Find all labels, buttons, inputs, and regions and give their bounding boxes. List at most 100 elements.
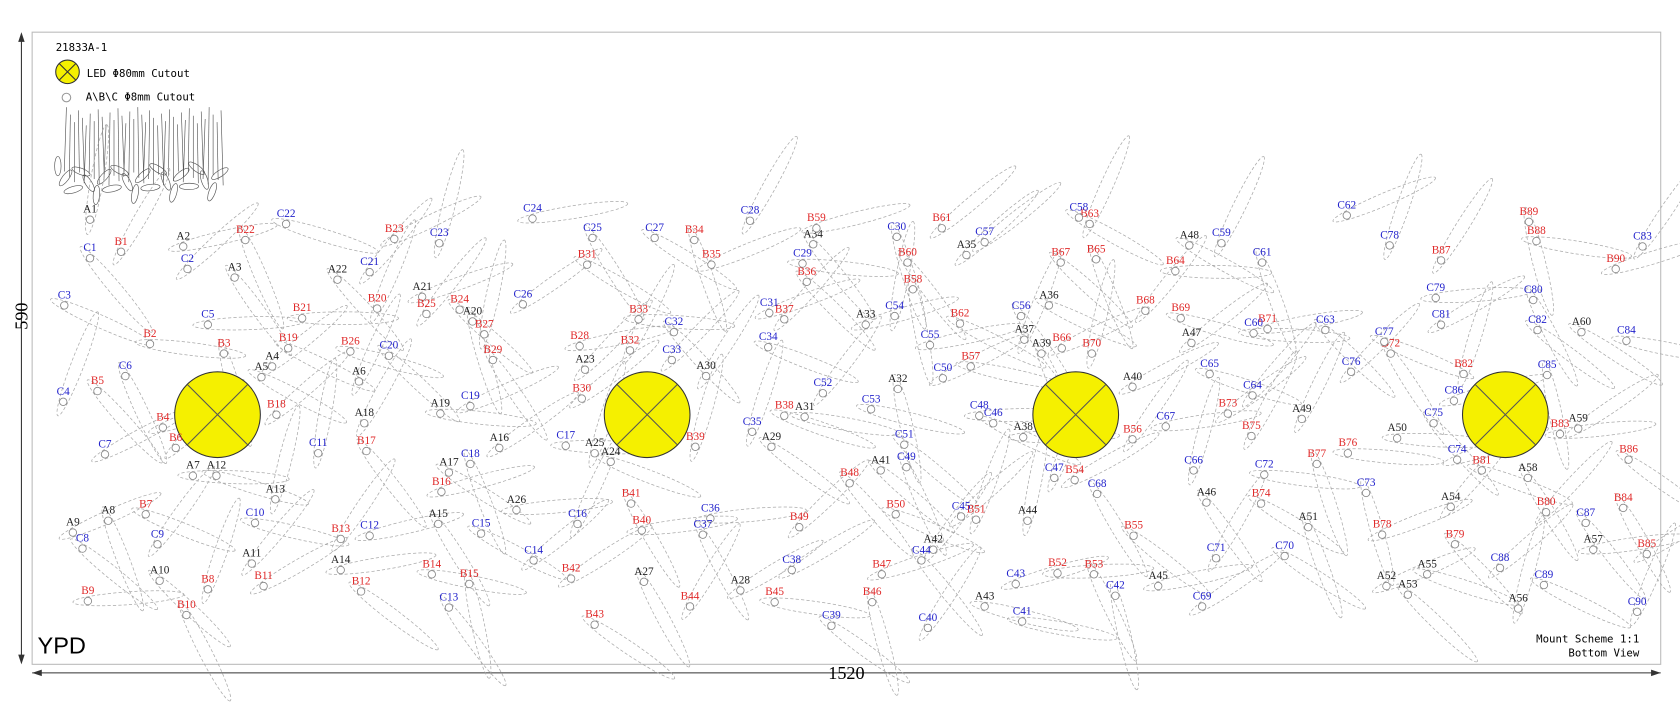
sketch-leaf [207, 182, 217, 202]
cutout-outline [1249, 469, 1361, 490]
hole [701, 371, 711, 381]
hole-label: A55 [1417, 558, 1437, 570]
hole-label: A19 [431, 398, 451, 410]
hole [1343, 449, 1353, 458]
hole [980, 238, 989, 247]
sketch-leaf [92, 185, 101, 205]
hole [767, 442, 776, 452]
hole [1555, 429, 1565, 439]
hole [365, 531, 374, 540]
cutout-outline [1633, 166, 1680, 260]
hole [336, 534, 345, 544]
hole-label: C81 [1432, 309, 1451, 321]
cutout-outline [1521, 236, 1633, 259]
hole-label: C4 [57, 386, 71, 398]
hole [780, 315, 789, 324]
hole [455, 305, 464, 314]
cutout-outline [746, 339, 784, 447]
hole-label: B58 [903, 273, 922, 285]
cutout-outline [1086, 259, 1116, 369]
cutout-outline [773, 247, 850, 332]
hole [444, 603, 454, 612]
hole [346, 347, 355, 356]
hole-label: B14 [422, 558, 441, 570]
hole [1185, 241, 1194, 250]
cutout-outline [1332, 448, 1445, 466]
hole-label: A51 [1299, 511, 1318, 523]
sketch-line [123, 123, 127, 177]
sketch-line [220, 110, 224, 186]
sketch-line [163, 121, 166, 186]
cutout-outline [641, 229, 737, 290]
hole-label: C33 [662, 344, 681, 356]
hole [362, 446, 371, 456]
cutout-outline [426, 465, 535, 498]
cutout-outline [681, 523, 741, 620]
hole-label: B46 [863, 586, 882, 598]
cutout-outline [510, 248, 603, 314]
hole-label: C25 [583, 222, 602, 234]
hole-label: A45 [1149, 570, 1169, 582]
hole [955, 319, 965, 328]
hole [272, 410, 281, 419]
hole-label: B81 [1472, 454, 1491, 466]
hole-label: C84 [1617, 325, 1636, 337]
hole [917, 556, 926, 565]
cutout-outline [1467, 463, 1573, 505]
hole-label: A53 [1398, 579, 1418, 591]
hole [104, 516, 113, 525]
hole-label: B31 [578, 249, 597, 261]
cutout-outline [117, 362, 168, 464]
sketch-line [88, 113, 91, 174]
hole-label: C23 [430, 227, 449, 239]
cutout-outline [949, 451, 1034, 528]
hole-label: C63 [1316, 314, 1335, 326]
hole [1436, 256, 1446, 265]
hole [802, 277, 811, 287]
hole-label: B65 [1087, 243, 1106, 255]
hole-label: C1 [83, 242, 96, 254]
hole [577, 394, 586, 403]
cutout-outline [727, 539, 824, 600]
hole [257, 373, 266, 382]
hole [787, 565, 796, 575]
cutout-outline [1034, 297, 1137, 348]
hole [1297, 414, 1306, 424]
cutout-outline [313, 357, 338, 469]
cutout-outline [929, 333, 1030, 387]
led-cross [1045, 384, 1107, 446]
hole [1380, 337, 1389, 347]
product-code: 21833A-1 [56, 41, 108, 54]
hole [1392, 434, 1402, 443]
sketch-leaf [160, 171, 171, 191]
hole [892, 232, 901, 241]
hole-label: C87 [1576, 507, 1595, 519]
hole [212, 471, 221, 480]
hole-label: B52 [1048, 557, 1067, 569]
cutout-outline [1568, 323, 1663, 386]
hole [1589, 545, 1598, 554]
hole-label: B20 [368, 293, 387, 305]
cutout-outline [335, 345, 444, 379]
cutout-outline [1238, 327, 1351, 343]
hole [1023, 516, 1032, 525]
hole [1529, 295, 1538, 305]
hole [384, 351, 394, 360]
hole [372, 304, 382, 313]
cutout-outline [1633, 501, 1680, 563]
cutout-outline [1630, 522, 1676, 627]
hole-label: A50 [1387, 422, 1407, 434]
hole [1089, 570, 1099, 579]
hole-label: A9 [66, 516, 80, 528]
hole [1171, 266, 1180, 276]
hole-label: B67 [1051, 246, 1070, 258]
hole [575, 341, 584, 351]
cutout-outline [1241, 322, 1317, 408]
sketch-line [128, 111, 131, 183]
cutout-outline [689, 353, 724, 462]
cutout-outline [1048, 251, 1133, 328]
hole-label: B39 [686, 431, 705, 443]
hole-label: C12 [360, 520, 379, 532]
height-dimension: 590 [12, 302, 32, 329]
